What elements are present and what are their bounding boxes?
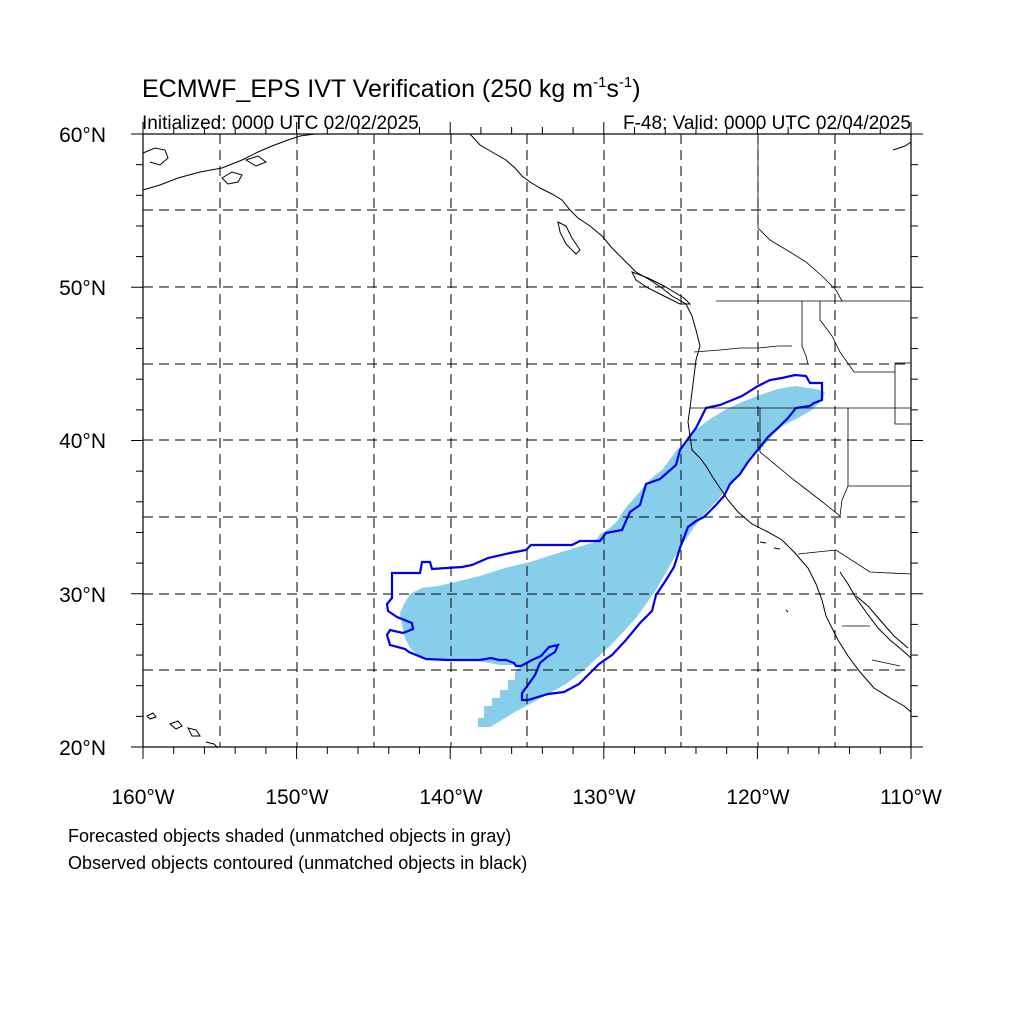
vancouver-island — [630, 271, 692, 305]
lat-label-40n: 40°N — [59, 430, 106, 453]
wa-or-border — [693, 345, 792, 353]
california-coast — [689, 435, 839, 641]
lon-label-140w: 140°W — [419, 786, 482, 809]
haida-gwaii — [557, 221, 581, 255]
mexico-mainland-coast — [855, 595, 909, 649]
gulf-of-california — [839, 571, 912, 659]
hawaii-islands — [146, 712, 219, 749]
mexico-state-lines — [842, 625, 901, 667]
id-mt-border — [819, 301, 895, 373]
ca-nv-border — [759, 408, 911, 517]
lat-label-60n: 60°N — [59, 124, 106, 147]
longitude-labels: 160°W 150°W 140°W 130°W 120°W 110°W — [111, 786, 942, 809]
lat-label-30n: 30°N — [59, 584, 106, 607]
lat-label-20n: 20°N — [59, 737, 106, 760]
alaska-peninsula — [142, 147, 169, 166]
legend-observed-note: Observed objects contoured (unmatched ob… — [68, 853, 527, 873]
observed-object-contour — [385, 373, 824, 702]
lat-lon-grid — [143, 134, 911, 747]
wa-id-border — [801, 301, 809, 365]
latitude-labels: 60°N 50°N 40°N 30°N 20°N — [59, 124, 106, 760]
us-mexico-border — [797, 549, 912, 575]
political-borders — [450, 133, 912, 667]
forecast-object — [400, 386, 825, 727]
baja-california — [837, 639, 912, 713]
map-panel — [131, 122, 923, 759]
bc-alberta-border — [757, 134, 843, 302]
valid-label: F-48: Valid: 0000 UTC 02/04/2025 — [623, 113, 911, 134]
lon-label-120w: 120°W — [726, 786, 789, 809]
alaska-coast — [142, 133, 316, 191]
coastlines — [142, 133, 912, 749]
lat-label-50n: 50°N — [59, 277, 106, 300]
channel-islands — [759, 541, 789, 613]
legend-forecast-note: Forecasted objects shaded (unmatched obj… — [68, 826, 511, 846]
gulf-alaska-islands — [244, 155, 268, 167]
initialized-label: Initialized: 0000 UTC 02/02/2025 — [142, 113, 419, 134]
lon-label-110w: 110°W — [880, 786, 942, 809]
figure-title: ECMWF_EPS IVT Verification (250 kg m-1s-… — [142, 74, 641, 103]
se-alaska-bc-coast — [469, 133, 701, 437]
hudson-bay-corner — [892, 141, 912, 151]
lon-label-130w: 130°W — [572, 786, 635, 809]
axis-ticks — [131, 122, 923, 759]
lon-label-160w: 160°W — [111, 786, 174, 809]
lon-label-150w: 150°W — [265, 786, 328, 809]
wy-border — [894, 362, 911, 425]
kodiak-island — [221, 171, 243, 185]
